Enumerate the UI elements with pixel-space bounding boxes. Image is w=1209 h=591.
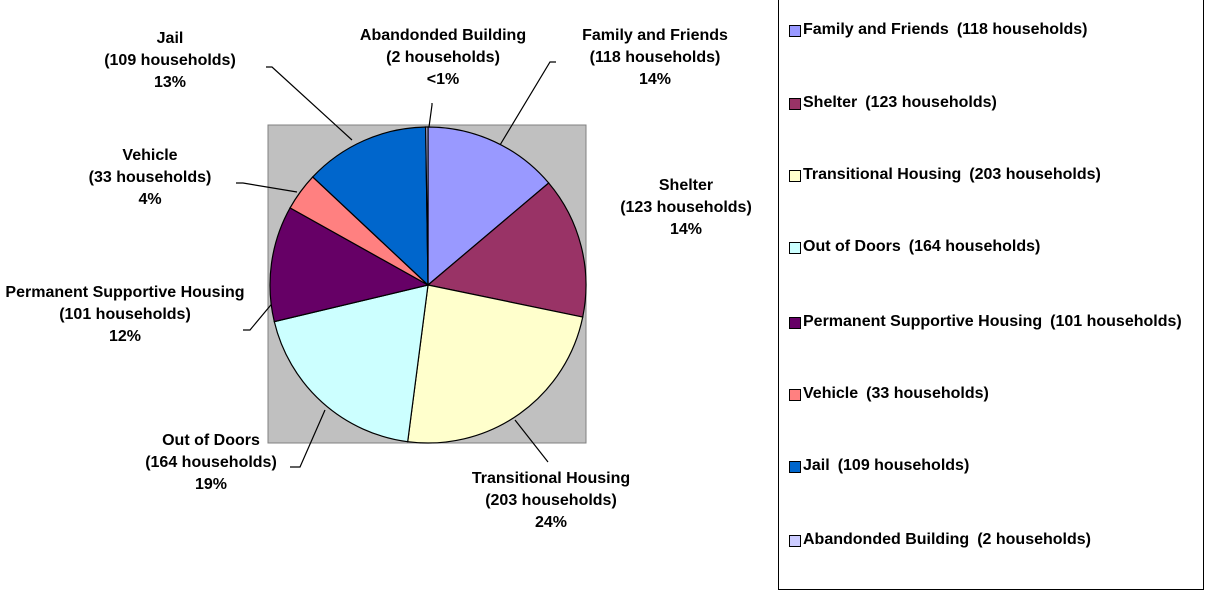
legend-count: (33 households) [866,385,989,402]
legend-swatch [789,461,801,473]
legend-swatch [789,170,801,182]
chart [236,61,587,468]
slice-name: Shelter [658,177,714,194]
leader-line [266,66,353,141]
legend-swatch [789,535,801,547]
leader-line [243,299,276,331]
slice-count: (164 households) [145,454,277,471]
legend-entry: Jail (109 households) [787,455,1209,477]
legend-count: (123 households) [865,94,997,111]
leader-line [290,409,326,468]
legend-entry: Transitional Housing (203 households) [787,164,1209,186]
legend-count: (164 households) [908,238,1041,255]
leader-line [236,182,298,193]
legend-name: Transitional Housing [803,166,962,183]
slice-name: Permanent Supportive Housing [5,284,245,301]
slice-label: Vehicle (33 households) 4% [50,145,250,211]
slice-count: (118 households) [589,49,721,66]
leader-line [514,419,549,463]
slice-name: Transitional Housing [471,470,631,487]
leader-lines [236,61,556,468]
leader-line [428,103,433,128]
pie-slice [425,126,429,286]
pie-slice [273,284,429,443]
slice-count: (2 households) [386,49,500,66]
slice-name: Out of Doors [162,432,260,449]
slice-percent: 19% [194,476,228,493]
legend-name: Jail [803,457,830,474]
pie-slice [311,126,429,287]
legend-count: (203 households) [969,166,1101,183]
legend-swatch [789,98,801,110]
slice-name: Family and Friends [582,27,728,44]
legend-count: (109 households) [837,457,970,474]
slice-label: Jail (109 households) 13% [70,28,270,94]
legend-swatch [789,389,801,401]
legend-name: Permanent Supportive Housing [803,313,1043,330]
legend-entry: Permanent Supportive Housing (101 househo… [787,311,1209,333]
pie-slice [407,284,584,444]
slice-percent: 12% [108,328,142,345]
slice-label: Family and Friends (118 households) 14% [555,25,755,91]
slice-name: Abandonded Building [359,27,527,44]
slice-label: Permanent Supportive Housing (101 househo… [5,282,245,348]
pie-slice [427,126,550,287]
slice-percent: 14% [638,71,672,88]
legend-name: Out of Doors [803,238,901,255]
legend-name: Family and Friends [803,21,949,38]
slice-name: Vehicle [122,147,178,164]
slice-count: (101 households) [59,306,191,323]
legend-entry: Shelter (123 households) [787,92,1209,114]
slice-label: Out of Doors (164 households) 19% [111,430,311,496]
legend-entry: Vehicle (33 households) [787,383,1209,405]
slice-count: (109 households) [104,52,236,69]
leader-line [496,61,556,151]
slice-percent: 24% [534,514,568,531]
legend-count: (2 households) [977,531,1091,548]
legend-count: (118 households) [956,21,1088,38]
slice-label: Shelter (123 households) 14% [586,175,786,241]
legend-entry: Abandonded Building (2 households) [787,529,1209,551]
legend-entry: Out of Doors (164 households) [787,236,1209,258]
slice-percent: 14% [669,221,703,238]
slice-percent: 4% [138,191,162,208]
pie-slice [269,207,430,323]
legend-swatch [789,317,801,329]
legend-swatch [789,242,801,254]
slice-count: (33 households) [88,169,212,186]
slice-count: (123 households) [620,199,752,216]
legend-entry: Family and Friends (118 households) [787,19,1209,41]
legend: Family and Friends (118 households) Shelte… [778,0,1204,590]
slice-label: Transitional Housing (203 households) 24% [441,468,661,534]
slice-percent: <1% [426,71,460,88]
legend-name: Vehicle [803,385,859,402]
legend-name: Abandonded Building [803,531,970,548]
legend-name: Shelter [803,94,858,111]
legend-swatch [789,25,801,37]
legend-count: (101 households) [1050,313,1182,330]
slice-percent: 13% [153,74,187,91]
slice-name: Jail [156,30,184,47]
slice-label: Abandonded Building (2 households) <1% [333,25,553,91]
pie-slice [426,182,587,318]
slice-count: (203 households) [485,492,617,509]
